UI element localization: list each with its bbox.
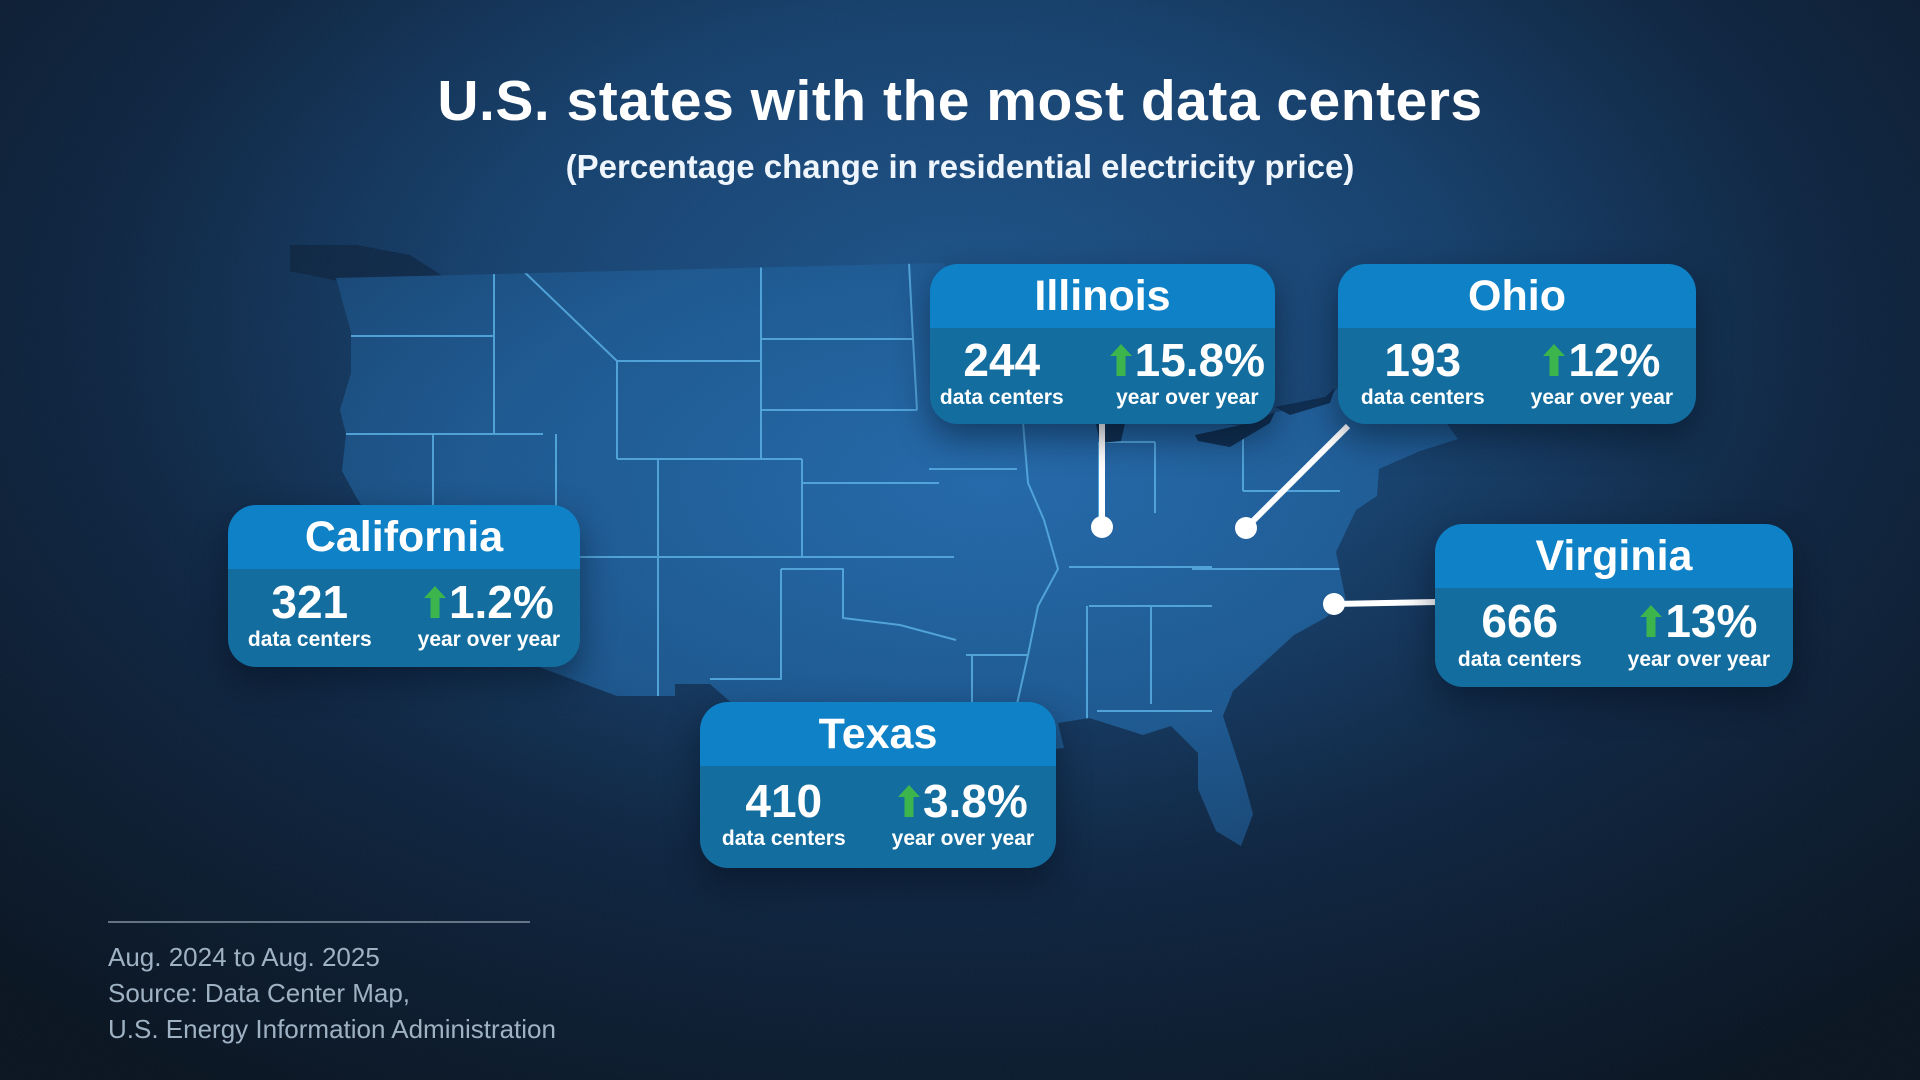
price-change-label: year over year bbox=[891, 827, 1035, 851]
price-change-stat: 3.8% year over year bbox=[892, 777, 1034, 851]
price-change-label: year over year bbox=[1530, 386, 1674, 410]
data-center-stat: 410 data centers bbox=[722, 777, 846, 851]
ohio-map-marker bbox=[1235, 517, 1257, 539]
date-range: Aug. 2024 to Aug. 2025 bbox=[108, 942, 380, 972]
price-change-stat: 12% year over year bbox=[1531, 336, 1673, 410]
up-arrow-icon bbox=[1109, 343, 1132, 376]
data-center-count: 321 bbox=[271, 575, 349, 628]
data-center-count: 193 bbox=[1384, 333, 1462, 386]
callout-card-ohio: Ohio 193 data centers 12% year over year bbox=[1338, 264, 1696, 424]
up-arrow-icon bbox=[1640, 605, 1663, 638]
price-change-label: year over year bbox=[1627, 647, 1771, 671]
data-center-count: 410 bbox=[745, 774, 823, 827]
price-change-value: 3.8% bbox=[897, 774, 1028, 827]
data-center-stat: 193 data centers bbox=[1361, 336, 1485, 410]
price-change-percent: 15.8% bbox=[1134, 333, 1266, 386]
data-center-count: 244 bbox=[963, 333, 1041, 386]
source-note: Aug. 2024 to Aug. 2025 Source: Data Cent… bbox=[108, 921, 556, 1047]
data-center-stat: 244 data centers bbox=[940, 336, 1064, 410]
price-change-value: 1.2% bbox=[423, 575, 554, 628]
source-line-2: U.S. Energy Information Administration bbox=[108, 1014, 556, 1044]
card-body: 666 data centers 13% year over year bbox=[1435, 588, 1793, 687]
page-subtitle: (Percentage change in residential electr… bbox=[565, 148, 1355, 185]
data-center-stat: 321 data centers bbox=[248, 578, 372, 652]
up-arrow-icon bbox=[1543, 343, 1566, 376]
price-change-percent: 1.2% bbox=[448, 575, 554, 628]
card-body: 193 data centers 12% year over year bbox=[1338, 328, 1696, 424]
callout-card-illinois: Illinois 244 data centers 15.8% year ove… bbox=[930, 264, 1275, 424]
state-name: Illinois bbox=[1034, 271, 1171, 320]
card-body: 244 data centers 15.8% year over year bbox=[930, 328, 1275, 424]
price-change-stat: 1.2% year over year bbox=[418, 578, 560, 652]
heading-block: U.S. states with the most data centers (… bbox=[0, 68, 1920, 186]
price-change-label: year over year bbox=[417, 628, 561, 652]
page-title: U.S. states with the most data centers bbox=[437, 69, 1483, 133]
state-name-header: California bbox=[228, 505, 580, 569]
callout-card-virginia: Virginia 666 data centers 13% year over … bbox=[1435, 524, 1793, 687]
price-change-label: year over year bbox=[1116, 386, 1259, 410]
data-center-label: data centers bbox=[1457, 647, 1582, 671]
price-change-value: 12% bbox=[1543, 336, 1660, 384]
source-line-1: Source: Data Center Map, bbox=[108, 978, 411, 1008]
footer-divider bbox=[108, 921, 530, 923]
data-center-label: data centers bbox=[721, 827, 846, 851]
state-name-header: Virginia bbox=[1435, 524, 1793, 588]
price-change-stat: 15.8% year over year bbox=[1109, 333, 1266, 410]
state-name: Texas bbox=[818, 709, 938, 758]
callout-card-texas: Texas 410 data centers 3.8% year over ye… bbox=[700, 702, 1056, 868]
card-body: 410 data centers 3.8% year over year bbox=[700, 766, 1056, 868]
state-name: California bbox=[304, 512, 504, 561]
state-name-header: Ohio bbox=[1338, 264, 1696, 328]
callout-card-california: California 321 data centers 1.2% year ov… bbox=[228, 505, 580, 667]
connector-illinois bbox=[1091, 421, 1113, 538]
state-name: Virginia bbox=[1535, 531, 1693, 580]
price-change-stat: 13% year over year bbox=[1628, 597, 1770, 671]
data-center-label: data centers bbox=[1360, 386, 1485, 410]
data-center-count: 666 bbox=[1481, 595, 1559, 648]
connector-virginia bbox=[1323, 593, 1438, 615]
price-change-value: 15.8% bbox=[1109, 333, 1266, 386]
connector-ohio bbox=[1235, 423, 1351, 539]
price-change-percent: 13% bbox=[1665, 595, 1758, 648]
price-change-percent: 3.8% bbox=[922, 774, 1028, 827]
illinois-map-marker bbox=[1091, 516, 1113, 538]
price-change-value: 13% bbox=[1640, 595, 1758, 648]
data-center-stat: 666 data centers bbox=[1458, 597, 1582, 671]
state-name-header: Texas bbox=[700, 702, 1056, 766]
state-name: Ohio bbox=[1468, 271, 1566, 320]
state-name-header: Illinois bbox=[930, 264, 1275, 328]
up-arrow-icon bbox=[897, 784, 920, 817]
up-arrow-icon bbox=[423, 585, 446, 618]
price-change-percent: 12% bbox=[1568, 333, 1661, 386]
data-center-label: data centers bbox=[247, 628, 372, 652]
virginia-map-marker bbox=[1323, 593, 1345, 615]
card-body: 321 data centers 1.2% year over year bbox=[228, 569, 580, 667]
data-center-label: data centers bbox=[939, 386, 1064, 410]
